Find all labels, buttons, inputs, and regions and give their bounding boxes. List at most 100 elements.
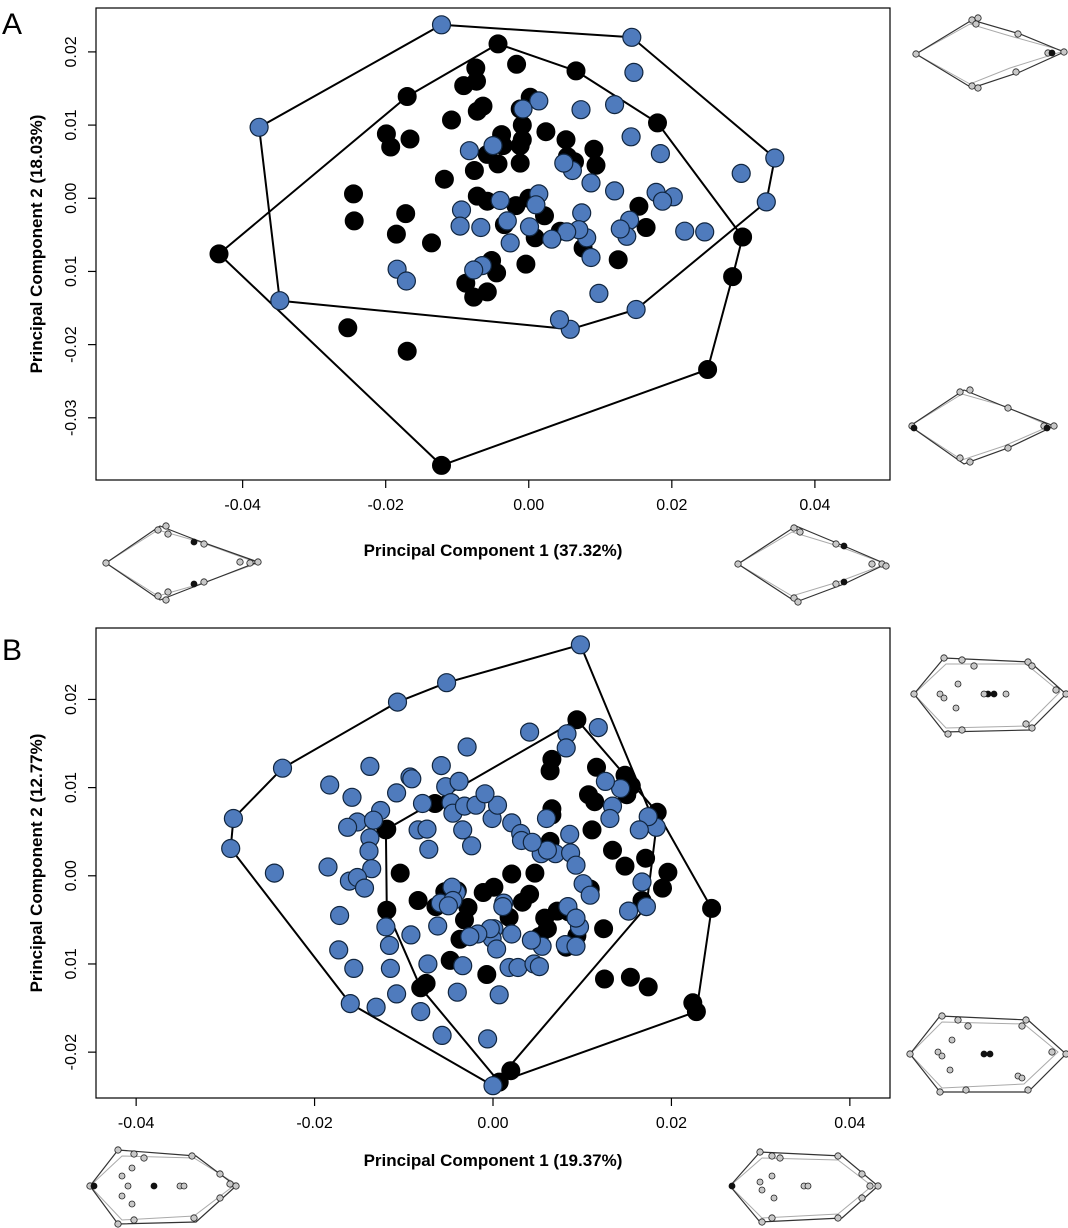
panel-b-black-point — [594, 919, 614, 939]
panel-b-blue-point — [360, 756, 380, 777]
panel-b-blue-point — [560, 824, 580, 844]
panel-a-black-point — [636, 218, 656, 237]
panel-a-blue-point — [526, 195, 546, 215]
panel-b-black-point — [535, 908, 555, 928]
panel-b-blue-point — [537, 840, 558, 860]
panel-a-blue-point — [756, 192, 776, 212]
panel-b-blue-point — [412, 793, 433, 814]
panel-b-blue-point — [380, 958, 400, 979]
panel-a-blue-point — [624, 62, 644, 83]
panel-a-x-tick-label: 0.04 — [799, 497, 830, 514]
panel-b-blue-point — [387, 783, 407, 803]
panel-b-black-point — [702, 898, 722, 918]
panel-b-blue-point — [264, 863, 284, 883]
panel-a-blue-point — [249, 117, 269, 137]
panel-b-y-tick-label: 0.01 — [63, 772, 80, 803]
panel-b-blue-point — [329, 940, 349, 960]
panel-b-blue-point — [502, 924, 522, 944]
panel-b-blue-point — [457, 737, 477, 757]
panel-a-plot-frame — [95, 7, 891, 481]
panel-a-x-axis-title: Principal Component 1 (37.32%) — [364, 541, 623, 560]
panel-a-black-point — [566, 61, 586, 81]
panel-b-black-point — [636, 848, 656, 868]
panel-a-blue-point — [675, 221, 695, 241]
panel-b-blue-point — [431, 755, 451, 776]
panel-a-black-point — [467, 101, 487, 121]
panel-b-black-point — [615, 856, 635, 876]
panel-a-x-tick-label: -0.04 — [224, 497, 261, 514]
panel-a-black-point — [698, 360, 718, 379]
panel-b-black-point — [620, 967, 640, 987]
panel-b-blue-point — [632, 872, 652, 892]
shape-a-bottom-center-right — [734, 524, 890, 606]
panel-a-blue-point — [622, 27, 642, 47]
panel-b-blue-point — [438, 896, 458, 916]
panel-b-blue-point — [566, 908, 586, 928]
panel-b-blue-point — [529, 956, 550, 977]
panel-b-black-point — [501, 1061, 521, 1081]
panel-b-blue-point — [330, 905, 350, 926]
panel-b-blue-point — [478, 1029, 498, 1049]
panel-b-blue-point — [493, 896, 513, 917]
panel-a-black-point — [510, 136, 530, 156]
panel-a-blue-point — [554, 153, 574, 173]
panel-b-blue-point — [519, 722, 540, 742]
panel-b-blue-point — [223, 808, 243, 829]
panel-b-black-point — [525, 863, 545, 883]
panel-b-black-point — [408, 891, 428, 910]
panel-b-black-point — [377, 900, 397, 920]
panel-b-black-point — [540, 761, 560, 781]
panel-a-blue-point — [529, 91, 549, 111]
panel-a-blue-point — [621, 127, 641, 147]
panel-a-blue-point — [610, 219, 630, 239]
panel-a-blue-point — [431, 15, 452, 35]
panel-a-y-tick-label: -0.02 — [63, 326, 80, 363]
panel-a-blue-point — [650, 144, 671, 164]
panel-b-blue-point — [428, 916, 448, 936]
panel-b-blue-point — [411, 1001, 431, 1022]
panel-a-black-point — [422, 233, 441, 253]
panel-a-black-point — [209, 244, 229, 264]
panel-b-blue-point — [387, 984, 407, 1004]
panel-b-black-point — [638, 977, 658, 997]
panel-a-y-tick-label: -0.03 — [63, 399, 80, 436]
panel-b-black-point — [582, 820, 602, 840]
panel-a-blue-point — [483, 136, 503, 156]
panel-a-black-point — [516, 254, 536, 274]
panel-a-black-point — [434, 169, 454, 189]
panel-b-black-point — [567, 710, 587, 730]
panel-b-blue-point — [320, 775, 340, 795]
panel-b-blue-point — [588, 717, 608, 738]
panel-a-black-point — [510, 153, 530, 173]
panel-a-y-tick-label: 0.00 — [63, 183, 80, 214]
panel-a-blue-point — [471, 217, 491, 238]
panel-b-black-point — [377, 819, 397, 839]
panel-b-black-point — [595, 969, 614, 989]
shape-b-top-right — [910, 654, 1068, 738]
panel-a-letter: A — [2, 8, 22, 41]
panel-a-y-axis-title: Principal Component 2 (18.03%) — [27, 115, 46, 374]
shape-b-bottom-left — [86, 1146, 240, 1228]
panel-b-blue-point — [453, 956, 473, 976]
panel-b-blue-point — [318, 857, 338, 877]
panel-a-black-point — [608, 250, 628, 270]
panel-b-blue-point — [419, 839, 439, 859]
panel-b-blue-point — [487, 939, 507, 959]
panel-b-plot: -0.04 -0.02 0.00 0.02 0.04 -0.02 0.01 0.00 0.01 0… — [27, 627, 891, 1170]
panel-a-black-point — [442, 110, 461, 130]
panel-b-blue-point — [570, 635, 591, 655]
panel-b-blue-point — [340, 993, 360, 1014]
panel-a-blue-point — [270, 291, 290, 311]
panel-a-y-tick-label: 0.01 — [63, 256, 80, 287]
panel-a-blue-point — [450, 216, 470, 236]
panel-b-blue-point — [417, 819, 437, 839]
panel-a-black-point — [556, 130, 576, 150]
panel-a-black-point — [381, 137, 401, 157]
panel-a-black-point — [396, 204, 416, 224]
panel-b-blue-point — [508, 957, 528, 978]
panel-b-black-point — [587, 757, 606, 777]
panel-b-blue-point — [449, 771, 469, 792]
panel-a-blue-point — [589, 283, 609, 303]
panel-a-blue-point — [581, 173, 601, 193]
panel-b-blue-point — [418, 954, 438, 974]
